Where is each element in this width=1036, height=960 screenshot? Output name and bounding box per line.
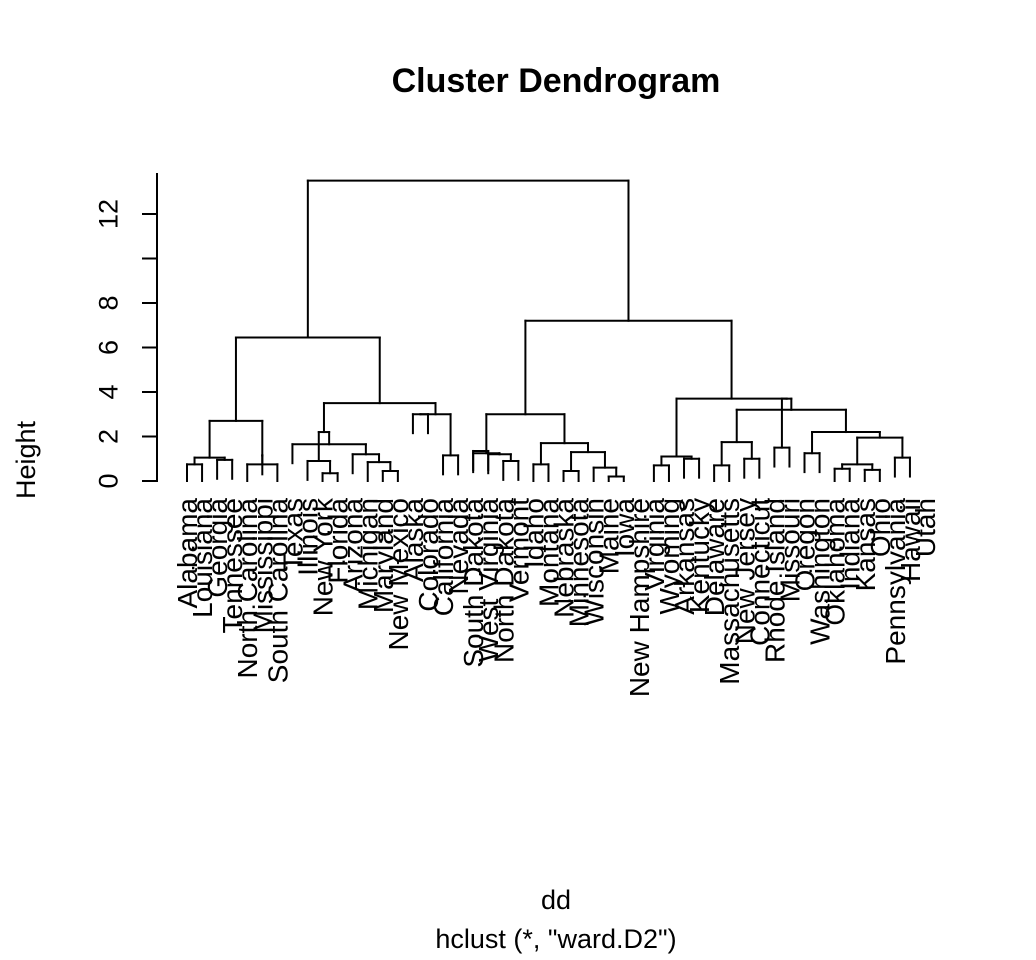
leaf-label: Alabama — [172, 498, 203, 609]
leaf-label: New Mexico — [383, 498, 414, 650]
y-tick-label: 2 — [93, 429, 123, 444]
leaf-label: Connecticut — [744, 498, 775, 646]
leaf-label: Oklahoma — [820, 498, 851, 626]
leaf-label: Delaware — [699, 498, 730, 616]
leaf-label: Arizona — [338, 498, 369, 593]
leaf-label: Louisiana — [187, 498, 218, 618]
leaf-label: Georgia — [202, 498, 233, 598]
leaf-label: North Dakota — [488, 498, 519, 663]
y-tick-label: 12 — [93, 199, 123, 229]
dendrogram-links — [186, 179, 911, 482]
leaf-label: Montana — [533, 498, 564, 607]
leaf-label: Washington — [805, 498, 836, 645]
method-subtitle: hclust (*, "ward.D2") — [435, 924, 676, 954]
y-axis: 0 2 4 6 8 12 — [93, 172, 158, 489]
leaf-label: New York — [308, 497, 339, 616]
leaf-label: Arkansas — [669, 498, 700, 615]
leaf-label: New Jersey — [729, 498, 760, 644]
leaf-label: Missouri — [774, 498, 805, 602]
leaf-label: Nebraska — [549, 498, 580, 618]
leaf-label: Maryland — [368, 498, 399, 613]
leaf-label: Pennsylvania — [880, 498, 911, 665]
leaf-label: Kentucky — [684, 498, 715, 613]
leaf-label: Wisconsin — [579, 498, 610, 626]
leaf-label: North Carolina — [232, 498, 263, 679]
leaf-label: Maine — [594, 498, 625, 574]
leaf-label: Oregon — [790, 498, 821, 591]
leaf-label: Kansas — [850, 498, 881, 591]
leaf-label: Hawaii — [895, 498, 926, 582]
leaf-label: Massachusetts — [714, 498, 745, 685]
leaf-label: Michigan — [353, 498, 384, 610]
leaf-label: Virginia — [639, 498, 670, 591]
y-tick-label: 6 — [93, 340, 123, 355]
leaf-label: Mississippi — [247, 498, 278, 633]
leaf-label: Colorado — [413, 498, 444, 612]
leaf-label: California — [428, 498, 459, 617]
leaf-label: Minnesota — [564, 498, 595, 628]
y-tick-label: 4 — [93, 384, 123, 399]
chart-title: Cluster Dendrogram — [392, 62, 721, 100]
leaf-label: Indiana — [835, 498, 866, 590]
y-tick-label: 0 — [93, 473, 123, 488]
leaf-label: Wyoming — [654, 498, 685, 614]
leaf-label: South Carolina — [262, 498, 293, 684]
leaf-label: West Virginia — [473, 498, 504, 662]
leaf-label: Florida — [323, 498, 354, 584]
y-axis-label: Height — [11, 420, 41, 499]
leaf-label: Alaska — [398, 498, 429, 582]
leaf-label: Utah — [910, 498, 941, 557]
leaf-label: Nevada — [443, 498, 474, 595]
leaf-label: Tennessee — [217, 498, 248, 633]
leaf-label: Illinois — [292, 498, 323, 576]
leaf-label: Vermont — [503, 498, 534, 602]
leaf-label: New Hampshire — [624, 498, 655, 697]
leaf-label: South Dakota — [458, 498, 489, 668]
leaf-label: Ohio — [865, 498, 896, 557]
leaf-label: Idaho — [518, 498, 549, 568]
leaf-label: Rhode Island — [759, 498, 790, 663]
y-tick-label: 8 — [93, 295, 123, 310]
x-axis-label: dd — [541, 885, 571, 915]
leaf-label: Iowa — [609, 498, 640, 558]
leaf-label: Texas — [277, 498, 308, 571]
